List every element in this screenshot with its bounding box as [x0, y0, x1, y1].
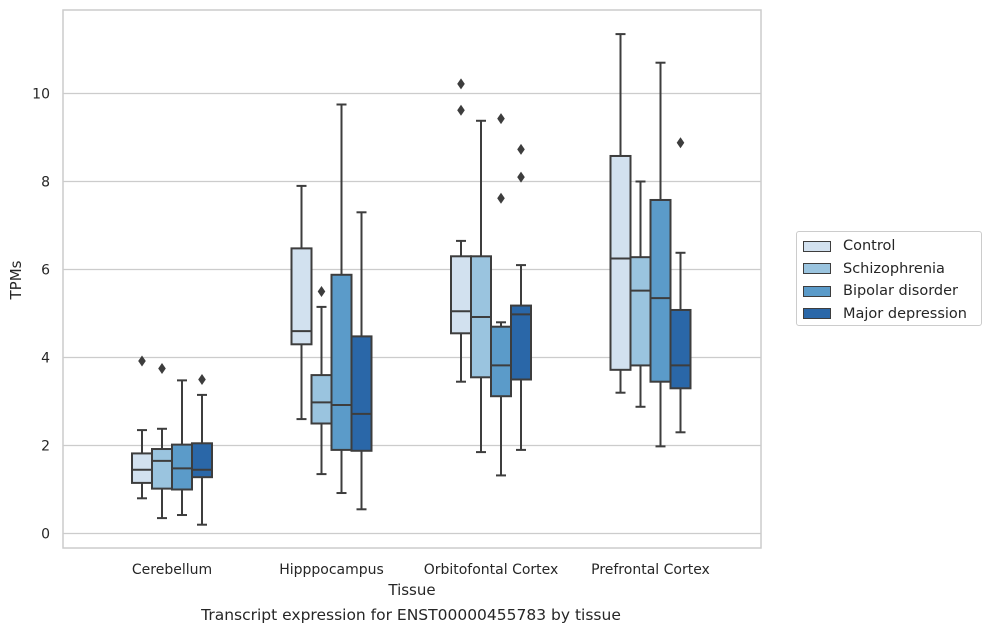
legend-label: Control: [843, 238, 896, 254]
box-control: [609, 33, 632, 394]
outlier-point: [517, 171, 525, 183]
iqr-box: [310, 374, 333, 425]
outlier-point: [497, 113, 505, 125]
iqr-box: [510, 304, 532, 381]
box-schizophrenia: [151, 363, 173, 520]
box-major-depression: [669, 137, 692, 434]
box-schizophrenia: [310, 286, 333, 476]
plot-frame: [62, 9, 762, 549]
outlier-point: [497, 192, 505, 204]
outlier-point: [517, 143, 525, 155]
box-control: [131, 355, 153, 500]
iqr-box: [151, 448, 173, 490]
box-schizophrenia: [470, 119, 492, 454]
legend-label: Major depression: [843, 305, 967, 322]
outlier-point: [317, 286, 326, 297]
iqr-box: [191, 442, 213, 479]
outlier-point: [457, 104, 465, 116]
iqr-box: [330, 273, 353, 451]
legend-swatch: [803, 308, 831, 319]
box-bipolar-disorder: [649, 61, 672, 448]
box-bipolar-disorder: [490, 113, 512, 477]
legend-item: Major depression: [803, 304, 967, 324]
y-tick-label: 0: [41, 527, 50, 543]
iqr-box: [649, 198, 672, 383]
iqr-box: [669, 308, 692, 390]
y-tick-label: 2: [41, 439, 50, 455]
y-axis-label: TPMs: [7, 260, 25, 300]
box-schizophrenia: [629, 180, 652, 408]
outlier-point: [457, 78, 465, 90]
legend-label: Bipolar disorder: [843, 283, 958, 299]
legend-swatch: [803, 285, 831, 297]
x-axis-label: Tissue: [387, 581, 435, 599]
y-tick-label: 4: [41, 351, 50, 367]
box-major-depression: [350, 211, 373, 511]
iqr-box: [450, 255, 472, 335]
x-tick-label: Hipppocampus: [279, 562, 384, 578]
legend-item: Schizophrenia: [803, 259, 945, 279]
x-tick-label: Cerebellum: [132, 562, 212, 578]
legend: Control Schizophrenia Bipolar disorder Majo…: [796, 231, 982, 326]
box-major-depression: [510, 143, 532, 451]
outlier-point: [676, 137, 685, 149]
iqr-box: [171, 443, 193, 491]
x-tick-label: Prefrontal Cortex: [591, 562, 710, 578]
iqr-box: [131, 452, 153, 484]
iqr-box: [350, 335, 373, 452]
legend-swatch: [803, 240, 831, 252]
axes: 0 2 4 6 8 10 Cerebellum Hipppocampus Orbitofonta…: [32, 87, 710, 579]
outlier-point: [198, 374, 206, 385]
legend-label: Schizophrenia: [843, 260, 945, 277]
box-major-depression: [191, 374, 213, 526]
iqr-box: [490, 325, 512, 398]
y-tick-label: 8: [41, 175, 50, 191]
box-bipolar-disorder: [171, 379, 193, 517]
outlier-point: [158, 363, 166, 374]
iqr-box: [629, 256, 652, 367]
box-control: [450, 78, 472, 383]
box-bipolar-disorder: [330, 103, 353, 495]
legend-item: Bipolar disorder: [803, 281, 958, 301]
y-tick-label: 10: [32, 87, 50, 103]
boxes: [131, 33, 692, 526]
legend-item: Control: [803, 236, 895, 256]
box-control: [290, 184, 313, 421]
x-tick-label: Orbitofontal Cortex: [424, 562, 559, 578]
iqr-box: [609, 154, 632, 371]
legend-swatch: [803, 263, 831, 274]
iqr-box: [290, 247, 313, 346]
chart-caption: Transcript expression for ENST0000045578…: [201, 606, 621, 624]
y-tick-label: 6: [41, 263, 50, 279]
outlier-point: [138, 355, 146, 367]
